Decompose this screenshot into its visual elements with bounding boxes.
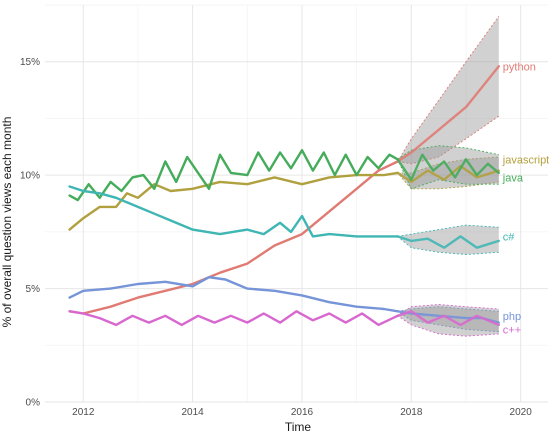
x-tick-label: 2014 [181, 407, 204, 418]
python-band-upper [397, 16, 500, 162]
php-band-lower [397, 310, 499, 333]
cpp-forecast-line [396, 310, 500, 327]
x-tick-label: 2020 [510, 407, 533, 418]
javascript-label: javascript [502, 154, 549, 166]
y-tick-label: 10% [20, 171, 40, 182]
csharp-band-lower [397, 236, 499, 255]
csharp-band-upper [397, 224, 499, 237]
php-band-upper [397, 306, 499, 312]
java-band-upper [397, 145, 499, 160]
java-label: java [502, 172, 524, 184]
y-tick-label: 5% [26, 284, 41, 295]
axis-ticks: 2012 2014 2016 2018 2020 0% 5% 10% 15% [20, 57, 532, 418]
y-tick-label: 0% [26, 398, 41, 409]
cpp-label: c++ [503, 324, 521, 336]
csharp-line [68, 185, 399, 238]
y-tick-label: 15% [20, 57, 40, 68]
javascript-forecast-line [396, 164, 500, 184]
python-forecast-band [397, 16, 499, 164]
series-lines [68, 65, 500, 327]
javascript-band-lower [397, 172, 499, 190]
java-forecast-line [396, 153, 500, 181]
python-label: python [503, 61, 536, 73]
cpp-line [68, 310, 399, 327]
cpp-forecast-band [397, 304, 499, 337]
x-axis-title: Time [285, 420, 312, 434]
csharp-forecast-line [396, 235, 500, 249]
python-line [68, 160, 399, 315]
x-tick-label: 2012 [72, 407, 95, 418]
java-line [68, 148, 399, 202]
grid [45, 4, 548, 403]
php-line [68, 276, 399, 313]
javascript-line [68, 171, 399, 231]
python-band-lower [397, 115, 500, 165]
csharp-label: c# [503, 231, 515, 243]
php-label: php [503, 311, 521, 323]
x-tick-label: 2018 [400, 407, 423, 418]
x-tick-label: 2016 [291, 407, 314, 418]
y-axis-title: % of overall question views each month [0, 117, 14, 328]
javascript-forecast-band [397, 157, 499, 189]
python-forecast-line [396, 65, 500, 163]
cpp-band-lower [397, 315, 499, 337]
